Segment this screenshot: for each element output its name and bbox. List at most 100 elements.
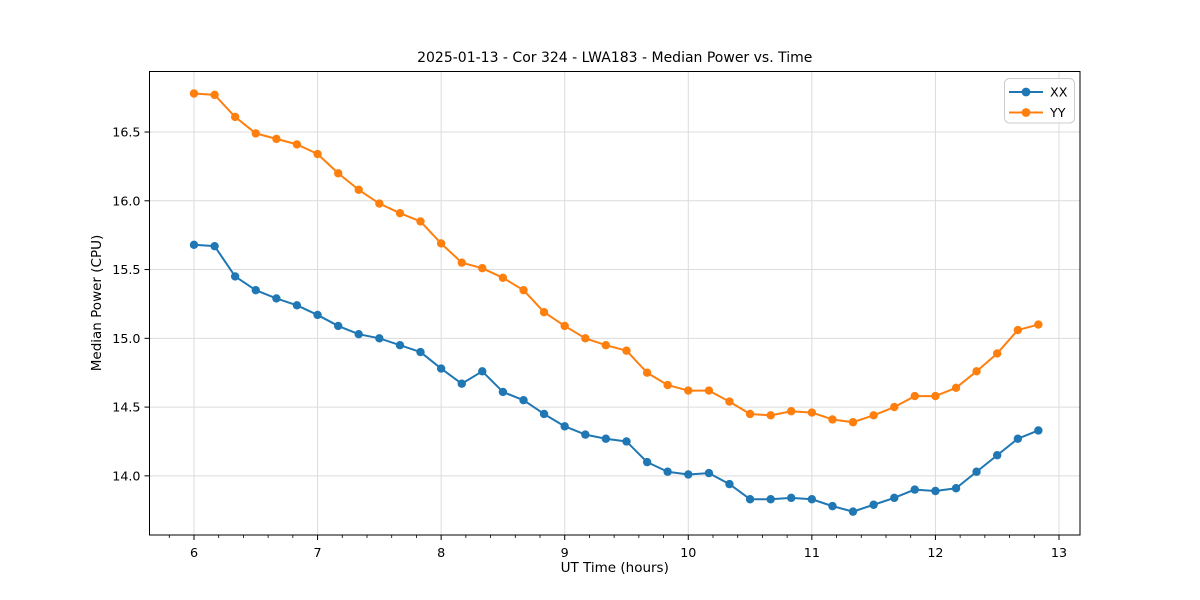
data-point-xx	[848, 507, 858, 516]
y-tick-label: 16.5	[112, 125, 140, 140]
data-point-yy	[951, 383, 961, 393]
legend-label-xx: XX	[1050, 84, 1068, 99]
data-point-xx	[869, 500, 878, 509]
series-line-yy	[193, 92, 1039, 424]
data-point-yy	[642, 368, 652, 377]
data-point-xx	[684, 470, 693, 479]
y-tick-label: 14.0	[112, 468, 140, 483]
data-point-xx	[230, 272, 240, 281]
data-point-yy	[251, 129, 260, 138]
data-point-yy	[787, 407, 796, 416]
data-point-yy	[416, 217, 425, 226]
data-point-yy	[725, 397, 734, 406]
x-tick-label: 8	[437, 545, 445, 560]
data-point-xx	[539, 409, 549, 419]
data-point-yy	[230, 112, 240, 122]
legend-marker-yy-icon	[1021, 108, 1031, 117]
data-point-xx	[354, 330, 363, 339]
data-point-yy	[292, 140, 302, 149]
x-tick-label: 10	[680, 545, 696, 560]
data-point-yy	[457, 258, 466, 267]
data-point-xx	[498, 387, 508, 397]
x-tick-label: 6	[190, 545, 198, 560]
data-point-yy	[210, 90, 219, 100]
tick-layer: 6 7 8 9 10 11 12 13 14.0 14.5 15.0 15.5 16.0 16.5	[112, 125, 1067, 560]
data-point-yy	[581, 334, 590, 343]
data-point-xx	[457, 379, 466, 388]
grid-layer	[149, 71, 1080, 535]
data-point-xx	[334, 321, 343, 331]
data-point-xx	[251, 285, 260, 295]
data-point-xx	[766, 495, 775, 504]
data-point-yy	[560, 321, 569, 331]
series-line-xx	[193, 243, 1039, 513]
data-point-xx	[931, 486, 940, 496]
data-point-xx	[210, 241, 219, 251]
data-point-xx	[725, 479, 734, 489]
data-point-xx	[272, 294, 281, 303]
x-tick-label: 11	[804, 545, 820, 560]
data-point-yy	[807, 408, 817, 417]
data-point-yy	[189, 89, 199, 98]
data-point-yy	[601, 341, 611, 350]
data-point-xx	[601, 434, 611, 443]
data-point-yy	[663, 380, 672, 390]
data-point-yy	[890, 402, 899, 412]
data-point-yy	[828, 415, 837, 424]
data-point-yy	[848, 418, 858, 427]
data-point-xx	[663, 467, 672, 476]
data-point-yy	[539, 307, 549, 317]
data-point-xx	[416, 347, 425, 357]
legend-entry-yy: YY	[1009, 105, 1066, 120]
data-point-yy	[1034, 320, 1043, 329]
data-point-xx	[395, 341, 405, 350]
series-layer	[189, 89, 1043, 516]
data-point-xx	[375, 334, 384, 343]
x-tick-label: 13	[1051, 545, 1067, 560]
data-point-xx	[951, 484, 961, 493]
data-point-xx	[642, 457, 652, 467]
y-tick-label: 15.0	[112, 331, 140, 346]
data-point-yy	[766, 411, 775, 420]
data-point-yy	[519, 285, 528, 295]
x-axis-label: UT Time (hours)	[561, 560, 669, 576]
data-point-yy	[1013, 325, 1023, 335]
data-point-yy	[869, 411, 878, 420]
data-point-yy	[436, 239, 446, 248]
legend-marker-xx-icon	[1021, 87, 1031, 97]
data-point-xx	[828, 501, 837, 511]
data-point-xx	[560, 422, 569, 431]
data-point-yy	[993, 349, 1002, 358]
data-point-yy	[498, 273, 508, 283]
data-point-xx	[807, 495, 817, 504]
legend: XX YY	[1004, 78, 1075, 124]
x-tick-label: 9	[561, 545, 569, 560]
data-point-xx	[519, 396, 528, 405]
data-point-yy	[745, 409, 755, 419]
data-point-yy	[334, 169, 343, 178]
data-point-yy	[375, 199, 384, 208]
data-point-xx	[292, 301, 302, 310]
data-point-yy	[910, 391, 919, 401]
data-point-xx	[581, 430, 590, 439]
data-point-yy	[931, 391, 940, 401]
plot-border	[149, 71, 1081, 536]
data-point-xx	[704, 468, 714, 478]
data-point-yy	[478, 263, 487, 273]
data-point-xx	[1034, 426, 1043, 435]
data-point-yy	[704, 386, 714, 395]
data-point-xx	[910, 485, 919, 494]
data-point-yy	[395, 208, 405, 218]
legend-entry-xx: XX	[1009, 84, 1068, 99]
x-tick-label: 7	[314, 545, 322, 560]
data-point-xx	[972, 467, 981, 476]
data-point-xx	[189, 240, 199, 249]
x-tick-label: 12	[927, 545, 943, 560]
data-point-yy	[313, 149, 322, 159]
data-point-xx	[993, 451, 1002, 460]
data-point-xx	[745, 495, 755, 504]
data-point-xx	[622, 437, 631, 446]
y-tick-label: 14.5	[112, 400, 140, 415]
